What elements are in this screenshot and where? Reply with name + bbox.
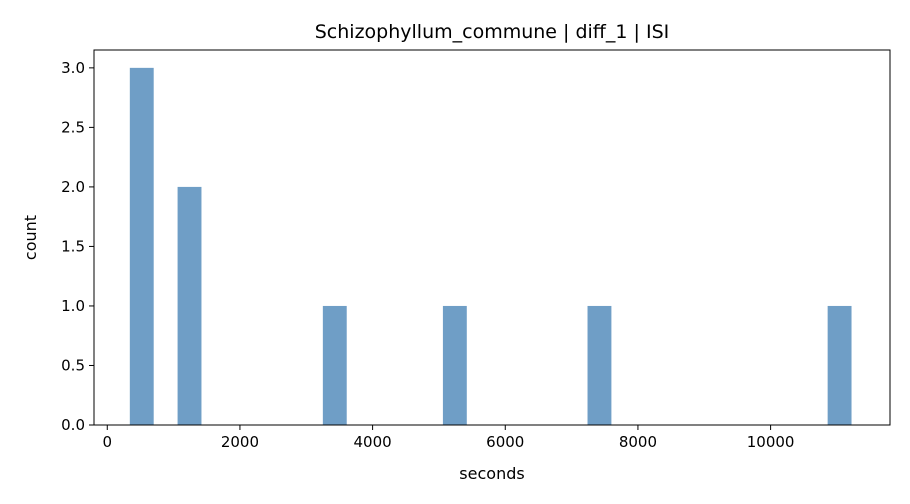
bars-layer [129,67,852,425]
x-tick-label: 8000 [619,433,657,451]
y-tick-label: 0.0 [61,416,85,434]
x-tick-label: 4000 [354,433,392,451]
x-tick-label: 6000 [486,433,524,451]
x-tick-label: 0 [102,433,112,451]
y-tick-label: 1.5 [61,237,85,255]
histogram-bar-6 [827,305,852,425]
histogram-bar-2 [177,186,202,425]
plot-frame [93,49,891,426]
x-tick-label: 2000 [221,433,259,451]
histogram-bar-1 [129,67,154,425]
y-tick-label: 1.0 [61,297,85,315]
y-tick-label: 2.5 [61,118,85,136]
y-tick-label: 0.5 [61,356,85,374]
y-axis-label: count [21,215,40,260]
x-axis-label: seconds [459,464,524,483]
histogram-bar-5 [587,305,612,425]
x-axis-ticks: 0 2000 4000 6000 8000 10000 [102,425,794,451]
x-tick-label: 10000 [747,433,795,451]
y-tick-label: 3.0 [61,59,85,77]
chart-title: Schizophyllum_commune | diff_1 | ISI [315,21,670,43]
histogram-bar-3 [322,305,347,425]
histogram-bar-4 [442,305,467,425]
y-tick-label: 2.0 [61,178,85,196]
y-axis-ticks: 0.0 0.5 1.0 1.5 2.0 2.5 3.0 [61,59,94,434]
